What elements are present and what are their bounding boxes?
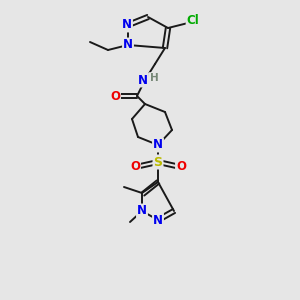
Text: S: S — [154, 155, 163, 169]
Text: N: N — [122, 19, 132, 32]
Text: O: O — [130, 160, 140, 172]
Text: N: N — [137, 205, 147, 218]
Text: O: O — [110, 89, 120, 103]
Text: N: N — [153, 214, 163, 226]
Text: N: N — [123, 38, 133, 52]
Text: N: N — [138, 74, 148, 86]
Text: H: H — [150, 73, 158, 83]
Text: O: O — [176, 160, 186, 172]
Text: Cl: Cl — [187, 14, 200, 28]
Text: N: N — [153, 139, 163, 152]
